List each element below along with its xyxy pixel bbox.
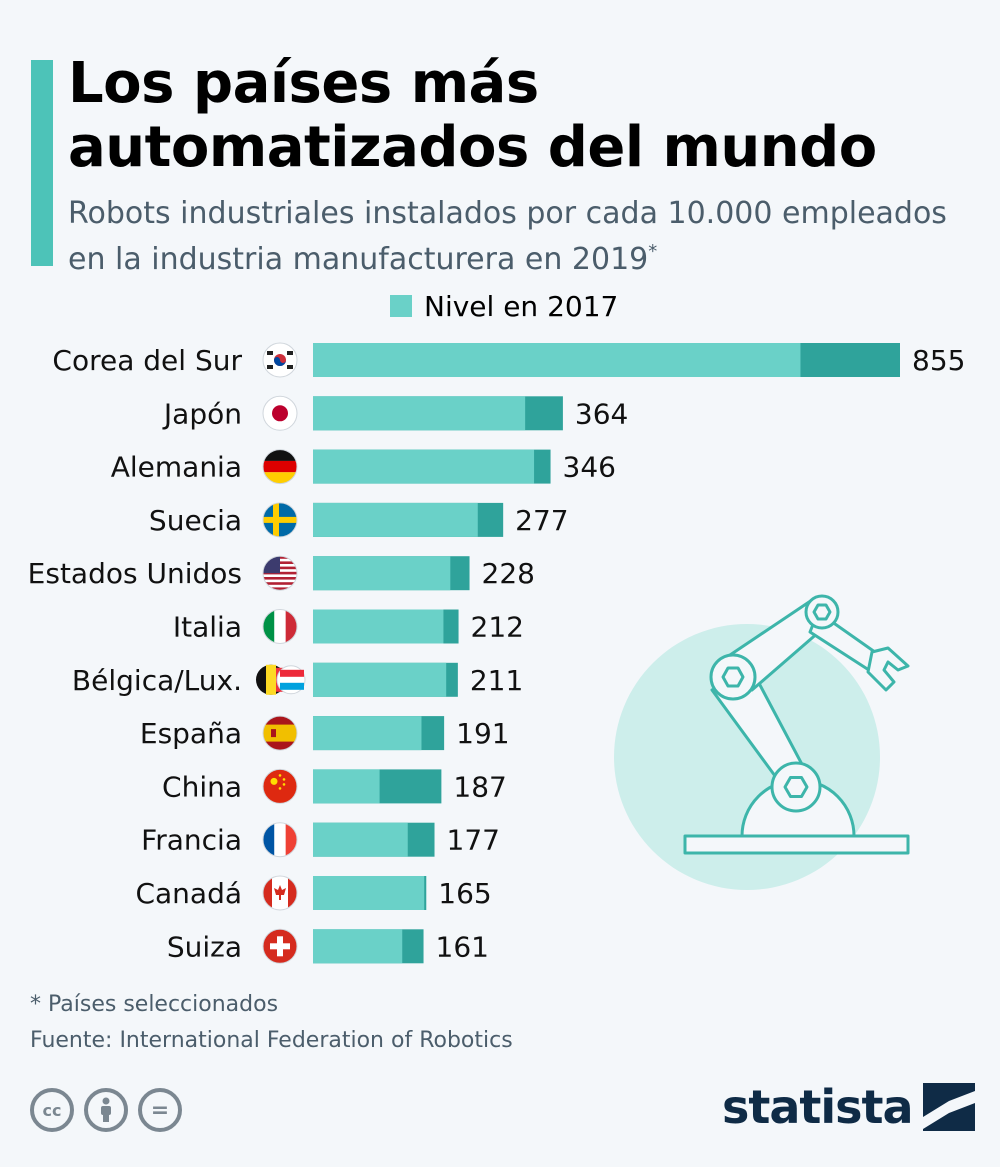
category-label: Canadá [135, 877, 242, 910]
bar-2017 [313, 609, 444, 644]
bar-2017 [313, 556, 451, 591]
bar-chart: Corea del Sur 855 Japón 364 Alemania 346 Sueci… [28, 342, 965, 964]
robot-arm-illustration [614, 594, 910, 890]
subtitle-asterisk: * [648, 241, 658, 262]
page-title: Los países más automatizados del mundo [68, 52, 968, 180]
title-line-1: Los países más [68, 51, 539, 116]
canada-flag-icon [262, 875, 298, 911]
data-label: 187 [453, 770, 506, 803]
footnote: * Países seleccionados [30, 992, 279, 1017]
category-label: Francia [141, 824, 242, 857]
bar-2017 [313, 502, 478, 537]
category-label: Italia [173, 611, 242, 644]
category-label: Bélgica/Lux. [72, 664, 242, 697]
china-flag-icon [262, 768, 298, 804]
legend-swatch-2017 [390, 295, 412, 317]
source-link[interactable]: Fuente: International Federation of Robo… [30, 1028, 513, 1053]
spain-flag-icon [262, 715, 298, 751]
title-line-2: automatizados del mundo [68, 115, 877, 180]
data-label: 364 [575, 397, 628, 430]
category-label: Suecia [149, 504, 242, 537]
bar-2017 [313, 822, 408, 857]
robot-shoulder-joint [709, 653, 757, 701]
data-label: 855 [912, 344, 965, 377]
subtitle-line-2: en la industria manufacturera en 2019* [68, 241, 658, 277]
robot-gripper [866, 646, 910, 692]
category-label: Suiza [167, 930, 242, 963]
robot-base-joint [770, 761, 822, 813]
data-label: 161 [436, 930, 489, 963]
no-derivatives-icon[interactable]: = [138, 1088, 182, 1132]
sweden-flag-icon [262, 502, 298, 538]
france-flag-icon [262, 822, 298, 858]
category-label: Alemania [111, 451, 242, 484]
germany-flag-icon [262, 449, 298, 485]
bar-2017 [313, 769, 380, 804]
legend: Nivel en 2017 [390, 289, 619, 323]
data-label: 346 [563, 451, 616, 484]
japan-flag-icon [262, 395, 298, 431]
belgium-luxembourg-flag-icon [256, 664, 306, 695]
usa-flag-icon [262, 555, 298, 591]
bar-2017 [313, 343, 801, 377]
license-icons: cc = [30, 1088, 182, 1132]
statista-logo-icon [922, 1083, 975, 1131]
data-label: 212 [471, 611, 524, 644]
bar-2017 [313, 929, 403, 964]
bar-2017 [313, 449, 535, 484]
robot-base-bolt [783, 776, 809, 798]
statista-brand[interactable]: statista [722, 1080, 975, 1134]
robot-base-plate [683, 834, 910, 855]
bar-2017 [313, 662, 447, 697]
robot-shoulder-bolt [721, 666, 745, 688]
category-label: España [140, 717, 242, 750]
data-label: 177 [447, 824, 500, 857]
robot-elbow-joint [804, 594, 840, 630]
data-label: 191 [456, 717, 509, 750]
subtitle: Robots industriales instalados por cada … [68, 195, 978, 279]
switzerland-flag-icon [262, 928, 298, 964]
cc-icon[interactable]: cc [30, 1088, 74, 1132]
title-accent-bar [31, 60, 53, 266]
data-label: 228 [482, 557, 535, 590]
category-label: Estados Unidos [28, 557, 242, 590]
bar-2017 [313, 876, 425, 910]
bar-2017 [313, 716, 422, 751]
subtitle-line-1: Robots industriales instalados por cada … [68, 196, 947, 231]
chart-bars: Corea del Sur 855 Japón 364 Alemania 346 Sueci… [28, 342, 965, 964]
data-label: 165 [438, 877, 491, 910]
category-label: Corea del Sur [52, 344, 242, 377]
category-label: Japón [162, 397, 242, 430]
brand-name: statista [722, 1080, 914, 1134]
data-label: 211 [470, 664, 523, 697]
legend-label: Nivel en 2017 [424, 289, 619, 323]
data-label: 277 [515, 504, 568, 537]
bar-2017 [313, 396, 526, 431]
attribution-icon[interactable] [84, 1088, 128, 1132]
category-label: China [162, 770, 242, 803]
south-korea-flag-icon [262, 342, 298, 378]
italy-flag-icon [262, 609, 298, 644]
robot-elbow-bolt [812, 603, 832, 621]
